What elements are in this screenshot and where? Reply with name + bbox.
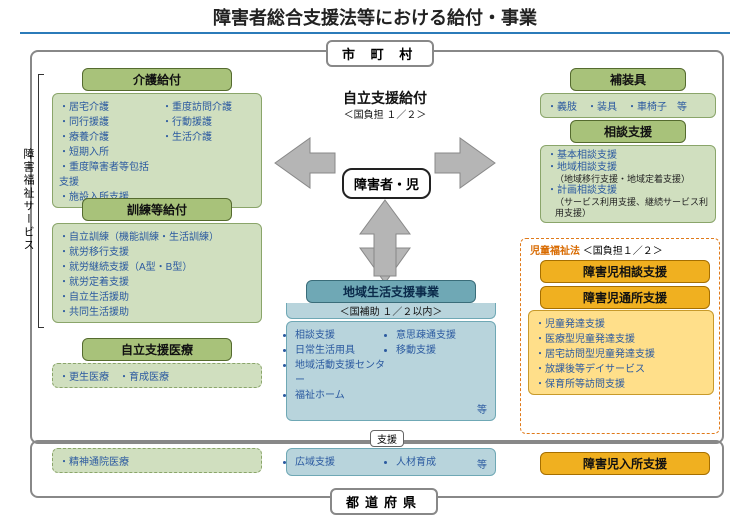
kaigo-right: 重度訪問介護行動援護生活介護 — [162, 98, 255, 203]
jido-law-line: 児童福祉法 ＜国負担１／２＞ — [530, 242, 663, 257]
chiiki-block: 地域生活支援事業 ＜国補助 １／２以内＞ 相談支援日常生活用具地域活動支援センタ… — [286, 280, 496, 421]
jido-body: ・児童発達支援 ・医療型児童発達支援 ・居宅訪問型児童発達支援 ・放課後等デイサ… — [528, 310, 714, 395]
center-title: 自立支援給付 — [320, 88, 450, 108]
kunren-head: 訓練等給付 — [82, 198, 232, 221]
municipality-tab: 市 町 村 — [326, 40, 434, 67]
iryo-body1: ・更生医療 ・育成医療 — [52, 363, 262, 388]
sodan-head: 相談支援 — [570, 120, 686, 143]
prefecture-tab: 都道府県 — [330, 488, 438, 515]
chiiki-sub: ＜国補助 １／２以内＞ — [286, 303, 496, 319]
jido-h2: 障害児通所支援 — [540, 286, 710, 309]
side-bracket — [38, 74, 44, 328]
kaigo-body: 居宅介護同行援護療養介護 短期入所重度障害者等包括支援施設入所支援 重度訪問介護… — [52, 93, 262, 208]
iryo-body2: ・精神通院医療 — [52, 448, 262, 473]
chiiki-body: 相談支援日常生活用具地域活動支援センター福祉ホーム 意思疎通支援移動支援 等 — [286, 321, 496, 421]
kaigo-block: 介護給付 居宅介護同行援護療養介護 短期入所重度障害者等包括支援施設入所支援 重… — [52, 68, 262, 208]
sodan-block: 相談支援 ・基本相談支援 ・地域相談支援 （地域移行支援・地域定着支援） ・計画… — [540, 120, 716, 223]
jido-h1: 障害児相談支援 — [540, 260, 710, 283]
iryo-block: 自立支援医療 ・更生医療 ・育成医療 — [52, 338, 262, 388]
kaigo-left: 居宅介護同行援護療養介護 短期入所重度障害者等包括支援施設入所支援 — [59, 98, 152, 203]
jido-h3: 障害児入所支援 — [540, 452, 710, 475]
page-title: 障害者総合支援法等における給付・事業 — [0, 0, 750, 32]
hosogu-body: ・義肢 ・装具 ・車椅子 等 — [540, 93, 716, 118]
side-label: 障害福祉サービス — [20, 148, 36, 252]
title-underline — [20, 32, 730, 34]
kunren-body: 自立訓練（機能訓練・生活訓練）就労移行支援就労継続支援（A型・B型） 就労定着支… — [52, 223, 262, 323]
kaigo-head: 介護給付 — [82, 68, 232, 91]
iryo-head: 自立支援医療 — [82, 338, 232, 361]
sodan-body: ・基本相談支援 ・地域相談支援 （地域移行支援・地域定着支援） ・計画相談支援 … — [540, 145, 716, 223]
chiiki-pref-body: 広域支援 人材育成 等 — [286, 448, 496, 476]
support-tab: 支援 — [370, 430, 404, 447]
chiiki-head: 地域生活支援事業 — [306, 280, 476, 303]
hosogu-head: 補装具 — [570, 68, 686, 91]
kunren-block: 訓練等給付 自立訓練（機能訓練・生活訓練）就労移行支援就労継続支援（A型・B型）… — [52, 198, 262, 323]
hosogu-block: 補装具 ・義肢 ・装具 ・車椅子 等 — [540, 68, 716, 118]
arrow-up — [352, 198, 418, 278]
diagram-canvas: 市 町 村 都道府県 障害福祉サービス 介護給付 居宅介護同行援護療養介護 短期… — [0, 38, 750, 506]
